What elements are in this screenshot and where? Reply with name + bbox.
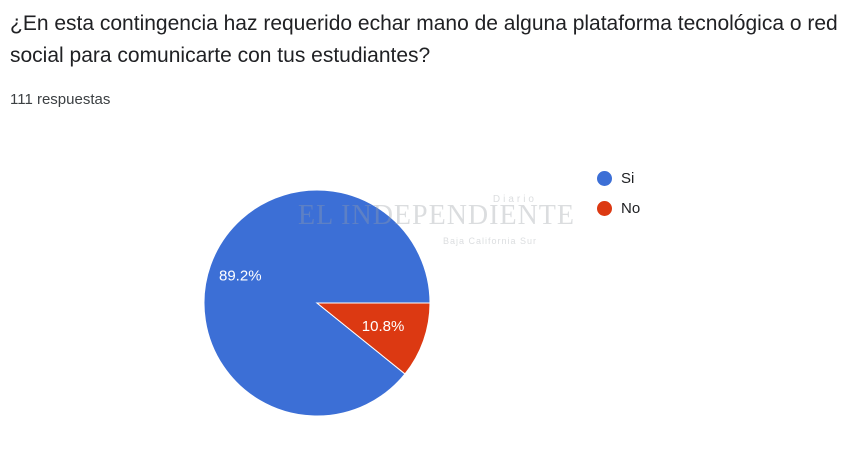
legend-label-no: No xyxy=(621,199,641,217)
pie-slice-no[interactable] xyxy=(315,302,431,375)
slice-label-no: 10.8% xyxy=(362,318,405,335)
response-count: 111 respuestas xyxy=(10,91,111,108)
question-title: ¿En esta contingencia haz requerido echa… xyxy=(10,12,838,67)
legend-item-no[interactable]: No xyxy=(597,193,640,223)
legend-item-si[interactable]: Si xyxy=(597,163,640,193)
chart-legend: Si No xyxy=(597,163,640,223)
slice-label-si: 89.2% xyxy=(219,267,262,284)
watermark-bottom-text: Baja California Sur xyxy=(442,236,537,246)
watermark-logo: Diario EL INDEPENDIENTE Baja California … xyxy=(298,182,574,252)
legend-swatch-no xyxy=(597,200,612,216)
watermark-top-text: Diario xyxy=(492,194,537,205)
legend-label-si: Si xyxy=(621,169,635,187)
watermark-main-text: EL INDEPENDIENTE xyxy=(298,200,576,231)
legend-swatch-si xyxy=(597,170,612,186)
